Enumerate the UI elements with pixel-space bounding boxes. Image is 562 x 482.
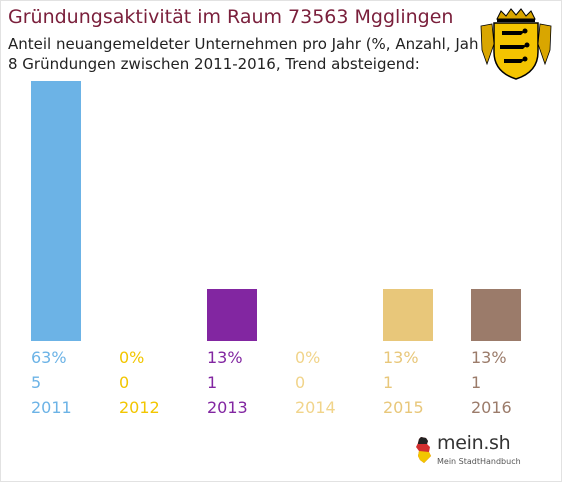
percent-label-2013: 13% bbox=[207, 348, 243, 367]
count-label-2016: 1 bbox=[471, 373, 481, 392]
bar-2011 bbox=[31, 81, 81, 341]
year-label-2014: 2014 bbox=[295, 398, 336, 417]
bar-2013 bbox=[207, 289, 257, 341]
subtitle-line-2: 8 Gründungen zwischen 2011-2016, Trend a… bbox=[8, 55, 420, 73]
year-label-2016: 2016 bbox=[471, 398, 512, 417]
baden-wuerttemberg-coat-of-arms-icon bbox=[478, 4, 554, 82]
logo-tagline: Mein StadtHandbuch bbox=[437, 457, 521, 466]
count-label-2012: 0 bbox=[119, 373, 129, 392]
year-label-2011: 2011 bbox=[31, 398, 72, 417]
count-label-2015: 1 bbox=[383, 373, 393, 392]
germany-map-icon bbox=[416, 437, 431, 463]
percent-label-2015: 13% bbox=[383, 348, 419, 367]
percent-label-2014: 0% bbox=[295, 348, 320, 367]
bar-2015 bbox=[383, 289, 433, 341]
count-label-2014: 0 bbox=[295, 373, 305, 392]
percent-label-2012: 0% bbox=[119, 348, 144, 367]
chart-title: Gründungsaktivität im Raum 73563 Mggling… bbox=[8, 6, 454, 28]
percent-label-2011: 63% bbox=[31, 348, 67, 367]
chart-subtitle: Anteil neuangemeldeter Unternehmen pro J… bbox=[8, 34, 491, 74]
bar-2016 bbox=[471, 289, 521, 341]
year-label-2013: 2013 bbox=[207, 398, 248, 417]
percent-label-2016: 13% bbox=[471, 348, 507, 367]
subtitle-line-1: Anteil neuangemeldeter Unternehmen pro J… bbox=[8, 35, 491, 53]
logo-wordmark: mein.sh bbox=[437, 432, 511, 454]
mein-sh-logo: mein.sh Mein StadtHandbuch bbox=[411, 432, 525, 474]
year-label-2012: 2012 bbox=[119, 398, 160, 417]
year-label-2015: 2015 bbox=[383, 398, 424, 417]
count-label-2011: 5 bbox=[31, 373, 41, 392]
count-label-2013: 1 bbox=[207, 373, 217, 392]
